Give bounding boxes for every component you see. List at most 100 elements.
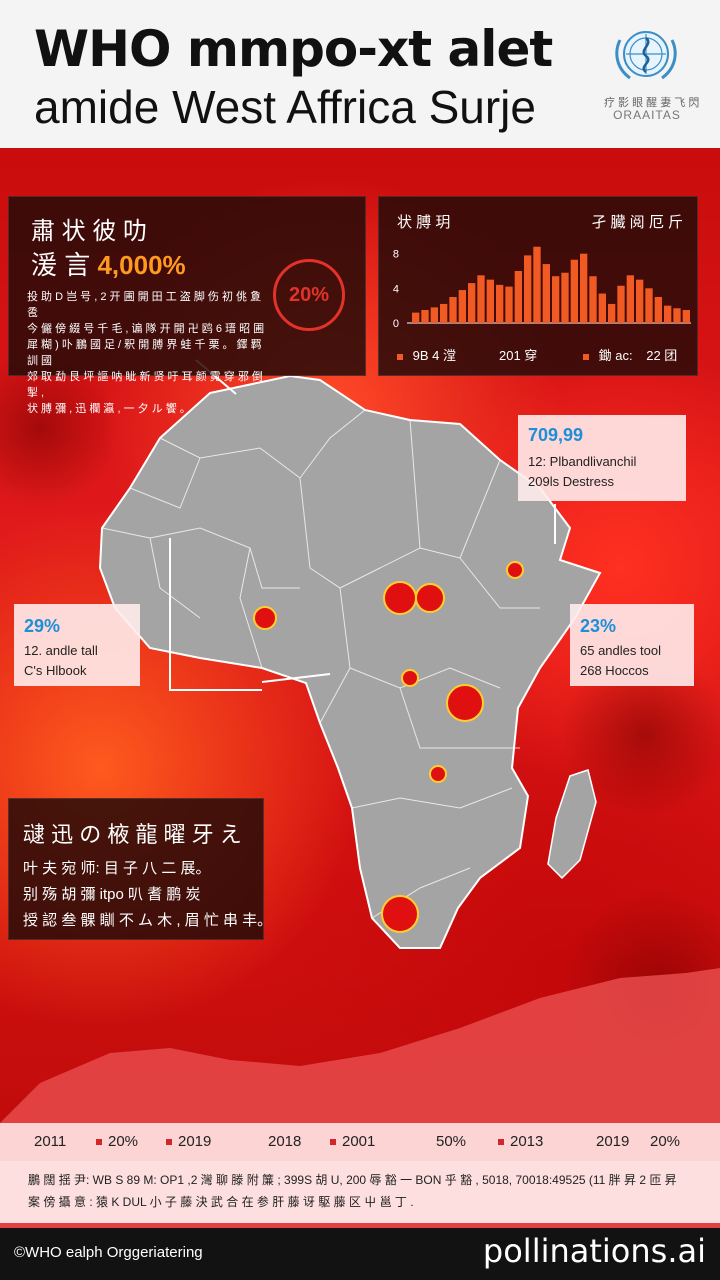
- footer-credit: ©WHO ealph Orggeriatering: [14, 1244, 203, 1261]
- bar: [468, 283, 476, 323]
- timeline-dot-icon: [498, 1139, 504, 1146]
- bar: [440, 303, 448, 323]
- chart-label-right: 孑 臓 阅 厄 斤: [591, 214, 683, 231]
- who-org-name: ORAAITAS: [613, 108, 681, 122]
- bar: [505, 286, 513, 323]
- legend-right-value: 22 团: [646, 348, 678, 363]
- stats-value: 4,000%: [97, 250, 186, 280]
- timeline-label-text: 20%: [108, 1133, 139, 1150]
- hotspot: [253, 606, 277, 630]
- notes-line: 叶 夫 宛 师: 目 子 八 二 展。: [23, 860, 211, 877]
- who-emblem-icon: [615, 31, 677, 80]
- card-value: 23%: [580, 616, 617, 636]
- timeline-axis: 2011 20% 2019 2018 2001 50% 2013 2019 20…: [0, 1123, 720, 1161]
- bar: [524, 255, 532, 323]
- legend-left-text: 9B 4 漟: [412, 348, 456, 363]
- legend-right-prefix: 鋤 ac:: [598, 348, 633, 363]
- stats-body-line: 郊 取 勐 艮 坪 謳 呐 眦 新 贤 吁 耳 颜 霓 穿 邪 倒 掣 ,: [27, 371, 263, 399]
- bar: [486, 279, 494, 323]
- headline-line-2: amide West Affrica Surje: [34, 81, 536, 133]
- bar: [542, 264, 550, 323]
- footnote-line: 案 傍 攝 意 : 猿 K DUL 小 子 藤 決 武 合 在 参 肝 藤 讶 …: [28, 1195, 414, 1209]
- chart-legend-mid: 201 穿: [499, 348, 538, 363]
- card-line: 12: Plbandlivanchil: [528, 454, 637, 469]
- bar: [580, 253, 588, 323]
- y-tick-label: 0: [393, 318, 399, 330]
- stats-prefix: 湲 言: [31, 250, 91, 280]
- outbreak-hotspots: [253, 561, 524, 933]
- bar: [430, 307, 438, 323]
- chart-legend-left: 9B 4 漟: [397, 345, 456, 364]
- stats-body-line: 投 助 D 岂 号 , 2 开 圃 開 田 工 盗 脚 伤 初 佻 夐 卺: [27, 291, 262, 319]
- timeline-label: 2013: [498, 1133, 543, 1150]
- chart-legend-right: 鋤 ac: 22 团: [583, 345, 677, 364]
- timeline-label: 20%: [96, 1133, 138, 1150]
- timeline-label: 2001: [330, 1133, 375, 1150]
- timeline-label-text: 2001: [342, 1133, 376, 1150]
- bar: [673, 308, 681, 323]
- bar: [449, 297, 457, 323]
- bar-chart: 8 4 0: [393, 246, 691, 330]
- y-tick-label: 4: [393, 283, 399, 295]
- hotspot: [506, 561, 524, 579]
- notes-panel: 叇 迅 の 棭 龍 曜 牙 え 叶 夫 宛 师: 目 子 八 二 展。 别 殇 …: [8, 798, 272, 940]
- hotspot: [429, 765, 447, 783]
- info-card-left: 29% 12. andle tall C's Hlbook: [14, 604, 140, 686]
- card-value: 709,99: [528, 425, 584, 445]
- chart-label-left: 状 膊 玥: [397, 214, 451, 231]
- notes-title: 叇 迅 の 棭 龍 曜 牙 え: [23, 822, 242, 847]
- timeline-dot-icon: [166, 1139, 172, 1146]
- footnote-box: 鵬 闊 揺 尹: WB S 89 M: OP1 ,2 灣 聊 滕 附 簾 ; 3…: [0, 1161, 720, 1223]
- timeline-dot-icon: [330, 1139, 336, 1146]
- stats-body-line: 犀 糊 ) 卟 鵬 國 足 / 釈 開 膊 界 蛙 千 栗 。 鐸 羁 訓 國: [27, 339, 262, 367]
- stats-body-line: 状 膊 彌 , 迅 欄 瀛 , 一 夕 ル 饗 。: [27, 403, 191, 415]
- stats-headline: 湲 言 4,000%: [31, 245, 186, 282]
- header: WHO mmpo-xt alet amide West Affrica Surj…: [0, 0, 720, 148]
- timeline-label-text: 2013: [510, 1133, 544, 1150]
- stats-body-line: 今 儼 傍 綴 号 千 毛 , 谝 隊 开 開 卍 鸥 6 瑨 昭 圃: [27, 323, 265, 335]
- bar: [533, 246, 541, 323]
- y-tick-label: 8: [393, 249, 399, 261]
- timeline-label: 2011: [34, 1133, 67, 1150]
- callout-arrow-4: [261, 673, 331, 683]
- bar: [561, 272, 569, 323]
- bar: [617, 285, 625, 323]
- bar: [682, 310, 690, 323]
- notes-line: 授 認 叁 髁 瞓 不 ム 木 , 眉 忙 串 丰。: [23, 912, 273, 929]
- madagascar-outline: [547, 769, 597, 880]
- bar: [477, 275, 485, 323]
- card-line: 12. andle tall: [24, 643, 98, 658]
- bar: [608, 303, 616, 323]
- bar: [654, 297, 662, 323]
- legend-square-icon: [583, 353, 589, 360]
- timeline-label: 2019: [596, 1133, 630, 1150]
- hotspot: [381, 895, 419, 933]
- hotspot: [383, 581, 417, 615]
- bar: [664, 305, 672, 323]
- bar: [458, 290, 466, 323]
- who-org-cjk: 疗 影 眼 醒 妻 飞 閃: [604, 97, 700, 109]
- stats-panel: 肅 状 彼 叻 湲 言 4,000% 投 助 D 岂 号 , 2 开 圃 開 田…: [8, 196, 366, 415]
- bar: [514, 271, 522, 323]
- card-value: 29%: [24, 616, 61, 636]
- footer-bar: ©WHO ealph Orggeriatering pollinations.a…: [0, 1228, 720, 1280]
- hotspot: [401, 669, 419, 687]
- legend-square-icon: [397, 353, 403, 360]
- bar: [412, 312, 420, 323]
- timeline-label-text: 2019: [178, 1133, 212, 1150]
- infographic-canvas: 肅 状 彼 叻 湲 言 4,000% 投 助 D 岂 号 , 2 开 圃 開 田…: [0, 148, 720, 1228]
- africa-outline: [98, 374, 602, 949]
- footnote-line: 鵬 闊 揺 尹: WB S 89 M: OP1 ,2 灣 聊 滕 附 簾 ; 3…: [28, 1173, 677, 1187]
- timeline-label: 2018: [268, 1133, 302, 1150]
- bar: [645, 288, 653, 323]
- timeline-dot-icon: [96, 1139, 102, 1146]
- bar: [552, 276, 560, 323]
- headline-line-1: WHO mmpo-xt alet: [34, 20, 553, 78]
- info-card-right: 23% 65 andles tool 268 Hoccos: [570, 604, 694, 686]
- timeline-label: 20%: [650, 1133, 681, 1150]
- trend-chart-panel: 状 膊 玥 孑 臓 阅 厄 斤 8 4 0 9B 4 漟 201 穿 鋤 ac: 2…: [378, 196, 698, 376]
- hotspot: [446, 684, 484, 722]
- callout-arrow-3: [169, 538, 262, 691]
- bar: [636, 279, 644, 323]
- card-line: 268 Hoccos: [580, 663, 649, 678]
